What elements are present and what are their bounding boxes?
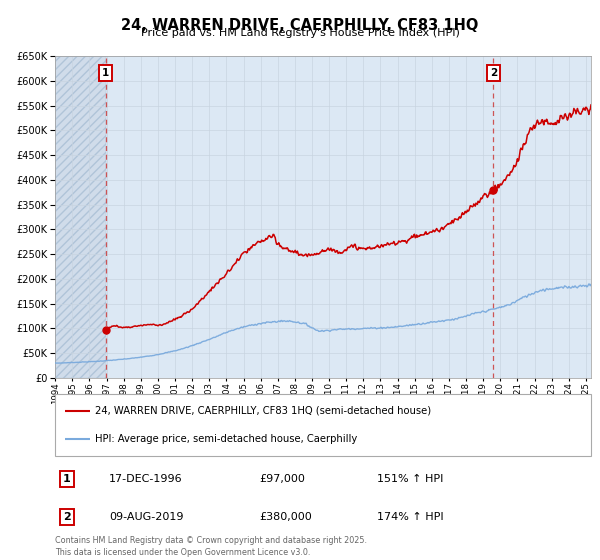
Text: 24, WARREN DRIVE, CAERPHILLY, CF83 1HQ (semi-detached house): 24, WARREN DRIVE, CAERPHILLY, CF83 1HQ (… — [95, 406, 431, 416]
Text: 1: 1 — [102, 68, 109, 78]
Text: 151% ↑ HPI: 151% ↑ HPI — [377, 474, 443, 484]
FancyBboxPatch shape — [55, 394, 591, 456]
Text: 2: 2 — [63, 512, 71, 522]
Text: 17-DEC-1996: 17-DEC-1996 — [109, 474, 182, 484]
Text: HPI: Average price, semi-detached house, Caerphilly: HPI: Average price, semi-detached house,… — [95, 434, 358, 444]
Text: Price paid vs. HM Land Registry's House Price Index (HPI): Price paid vs. HM Land Registry's House … — [140, 28, 460, 38]
Text: 2: 2 — [490, 68, 497, 78]
Text: 1: 1 — [63, 474, 71, 484]
Text: Contains HM Land Registry data © Crown copyright and database right 2025.
This d: Contains HM Land Registry data © Crown c… — [55, 536, 367, 557]
Text: 174% ↑ HPI: 174% ↑ HPI — [377, 512, 443, 522]
Text: £380,000: £380,000 — [259, 512, 311, 522]
Text: 09-AUG-2019: 09-AUG-2019 — [109, 512, 183, 522]
Text: 24, WARREN DRIVE, CAERPHILLY, CF83 1HQ: 24, WARREN DRIVE, CAERPHILLY, CF83 1HQ — [121, 18, 479, 33]
Text: £97,000: £97,000 — [259, 474, 305, 484]
Bar — [55, 56, 106, 378]
